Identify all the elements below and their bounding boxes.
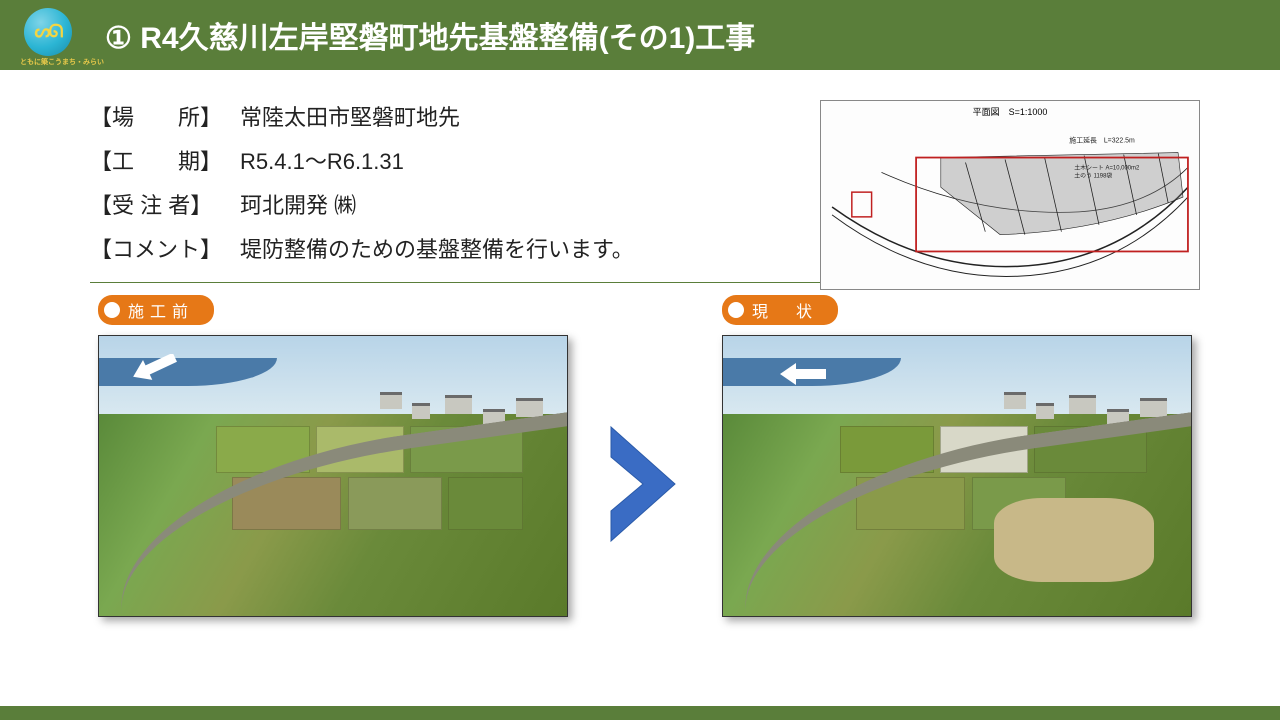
before-badge-text: 施工前 <box>128 298 194 322</box>
footer-bar <box>0 706 1280 720</box>
direction-arrow-icon <box>129 354 179 380</box>
logo-glyph-icon: ᔕᘏ <box>35 21 62 42</box>
plan-map: 平面図 S=1:1000 施工延長 L=322.5m 土木シート A=10,00… <box>820 100 1200 290</box>
map-title: 平面図 S=1:1000 <box>821 101 1199 118</box>
logo-circle-icon: ᔕᘏ <box>24 8 72 56</box>
after-badge: 現 状 <box>722 295 838 325</box>
after-badge-text: 現 状 <box>752 298 818 322</box>
after-photo <box>722 335 1192 617</box>
before-photo <box>98 335 568 617</box>
after-block: 現 状 <box>722 295 1192 617</box>
badge-dot-icon <box>104 302 120 318</box>
svg-text:土のう 1198袋: 土のう 1198袋 <box>1074 171 1112 179</box>
header-bar: ᔕᘏ ともに築こうまち・みらい ① R4久慈川左岸堅磐町地先基盤整備(その1)工… <box>0 0 1280 70</box>
direction-arrow-icon <box>778 361 828 387</box>
chevron-right-icon <box>603 419 688 549</box>
page-title: ① R4久慈川左岸堅磐町地先基盤整備(その1)工事 <box>105 13 755 57</box>
photo-comparison: 施工前 <box>90 295 1200 617</box>
comment-value: 堤防整備のための基盤整備を行います。 <box>240 232 634 264</box>
before-block: 施工前 <box>98 295 568 617</box>
comment-label: 【コメント】 <box>90 232 240 264</box>
map-drawing-icon: 施工延長 L=322.5m 土木シート A=10,000m2 土のう 1198袋 <box>821 118 1199 291</box>
logo-tagline: ともに築こうまち・みらい <box>20 57 104 67</box>
svg-text:施工延長 L=322.5m: 施工延長 L=322.5m <box>1069 136 1135 145</box>
svg-text:土木シート A=10,000m2: 土木シート A=10,000m2 <box>1074 163 1139 171</box>
transition-arrow <box>603 419 688 554</box>
location-label: 【場 所】 <box>90 100 240 132</box>
contractor-label: 【受 注 者】 <box>90 188 240 220</box>
location-value: 常陸太田市堅磐町地先 <box>240 100 460 132</box>
logo: ᔕᘏ ともに築こうまち・みらい <box>20 8 75 63</box>
before-badge: 施工前 <box>98 295 214 325</box>
period-value: R5.4.1～R6.1.31 <box>240 144 404 176</box>
period-label: 【工 期】 <box>90 144 240 176</box>
badge-dot-icon <box>728 302 744 318</box>
content-area: 【場 所】 常陸太田市堅磐町地先 【工 期】 R5.4.1～R6.1.31 【受… <box>0 70 1280 617</box>
contractor-value: 珂北開発 ㈱ <box>240 188 356 220</box>
